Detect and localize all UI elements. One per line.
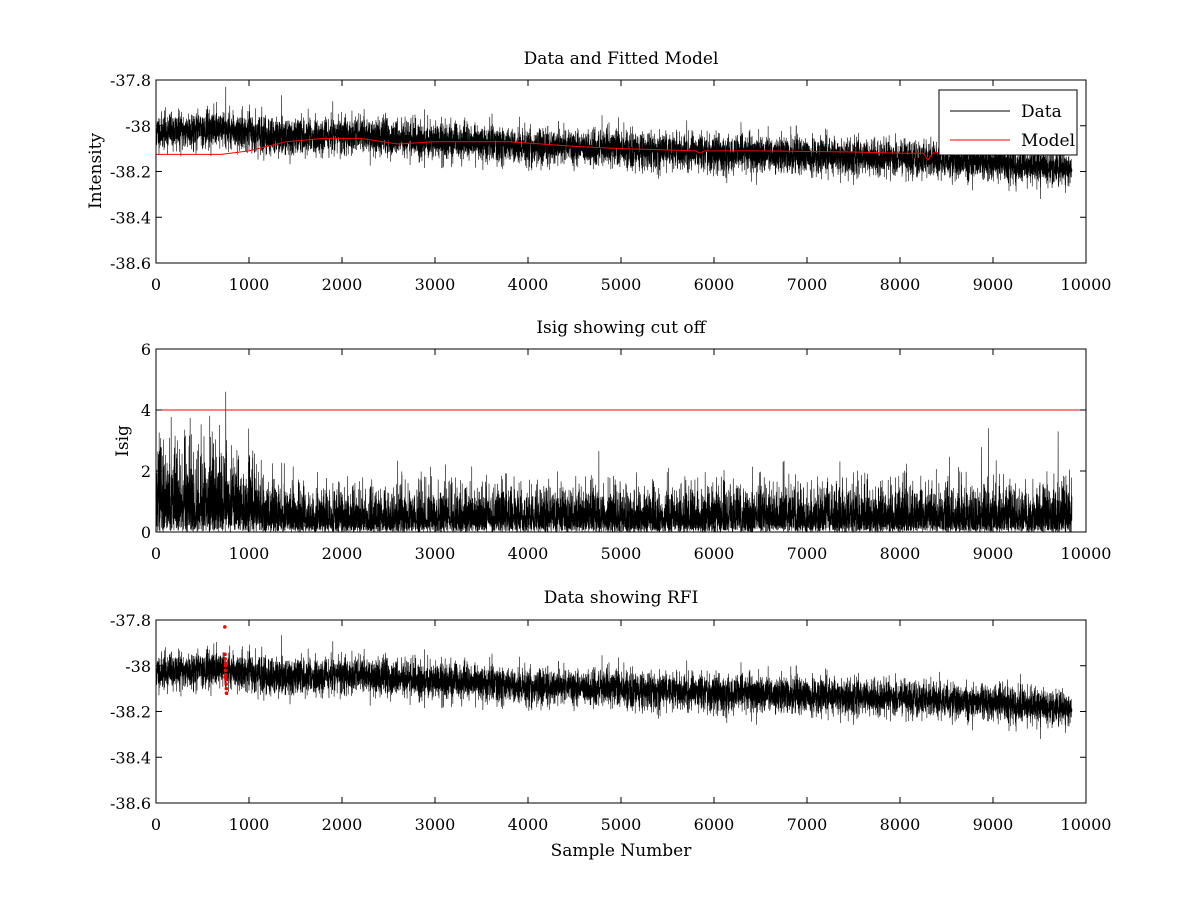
bottom-series-rfi-point [223, 668, 228, 673]
bottom-plot-area: 0 1000 2000 3000 4000 5000 6000 7000 8000 9000 100… [110, 611, 1111, 834]
middle-xtick-label: 2000 [322, 544, 363, 563]
bottom-xtick-label: 2000 [322, 815, 363, 834]
bottom-xtick-label: 0 [151, 815, 161, 834]
legend-model-label: Model [1021, 131, 1075, 151]
middle-ytick-label: 6 [141, 340, 151, 359]
bottom-ytick-label: -38.2 [110, 703, 151, 722]
middle-xtick-label: 9000 [973, 544, 1014, 563]
top-xtick-label: 6000 [694, 275, 735, 294]
top-xtick-label: 3000 [415, 275, 456, 294]
middle-xtick-label: 8000 [880, 544, 921, 563]
middle-ylabel: Isig [113, 425, 133, 457]
bottom-xtick-label: 1000 [229, 815, 270, 834]
bottom-xtick-label: 7000 [787, 815, 828, 834]
top-plot-area: 0 1000 2000 3000 4000 5000 6000 7000 8000 9000 100… [110, 71, 1111, 294]
bottom-series-rfi-point [223, 625, 227, 629]
middle-ytick-label: 4 [141, 401, 151, 420]
legend-data-label: Data [1021, 102, 1062, 122]
middle-xtick-label: 0 [151, 544, 161, 563]
middle-series-group [156, 391, 1086, 532]
bottom-series-rfi-point [224, 691, 229, 695]
top-ytick-label: -38.4 [110, 208, 151, 227]
middle-xtick-label: 3000 [415, 544, 456, 563]
bottom-xtick-label: 3000 [415, 815, 456, 834]
bottom-xtick-label: 8000 [880, 815, 921, 834]
bottom-xtick-label: 5000 [601, 815, 642, 834]
middle-xtick-label: 4000 [508, 544, 549, 563]
bottom-series-group [156, 635, 1073, 739]
top-xtick-label: 7000 [787, 275, 828, 294]
top-ytick-label: -38 [125, 117, 151, 136]
middle-xtick-label: 6000 [694, 544, 735, 563]
bottom-xlabel: Sample Number [551, 841, 693, 861]
top-ylabel: Intensity [86, 133, 106, 209]
middle-title: Isig showing cut off [536, 318, 707, 338]
bottom-series-rfi-point [224, 686, 229, 691]
top-ytick-label: -38.2 [110, 163, 151, 182]
top-title: Data and Fitted Model [524, 49, 719, 69]
bottom-series-rfi-point [223, 675, 228, 679]
bottom-title: Data showing RFI [544, 588, 699, 608]
top-ytick-label: -38.6 [110, 254, 151, 273]
bottom-series-rfi-point [223, 657, 227, 661]
bottom-series-rfi-point [224, 682, 228, 686]
middle-plot-area: 0 1000 2000 3000 4000 5000 6000 7000 8000 9000 100… [141, 340, 1112, 563]
bottom-series-data [156, 635, 1073, 739]
top-xtick-label: 10000 [1061, 275, 1112, 294]
top-series-data [156, 86, 1073, 199]
middle-ytick-label: 2 [141, 462, 151, 481]
top-xtick-label: 4000 [508, 275, 549, 294]
bottom-ytick-label: -37.8 [110, 611, 151, 630]
bottom-series-rfi-point [223, 661, 228, 666]
middle-xtick-label: 10000 [1061, 544, 1112, 563]
top-xtick-label: 1000 [229, 275, 270, 294]
top-xtick-label: 5000 [601, 275, 642, 294]
middle-ytick-label: 0 [141, 523, 151, 542]
bottom-ytick-label: -38.4 [110, 748, 151, 767]
subplot-isig-showing-cut-off: Isig showing cut off Isig 0 1000 2000 3000 4… [113, 318, 1111, 563]
subplot-data-showing-rfi: Data showing RFI Sample Number 0 1000 2000… [110, 588, 1111, 861]
top-xtick-label: 0 [151, 275, 161, 294]
middle-xtick-label: 1000 [229, 544, 270, 563]
bottom-xtick-label: 6000 [694, 815, 735, 834]
middle-xtick-label: 7000 [787, 544, 828, 563]
bottom-xtick-label: 10000 [1061, 815, 1112, 834]
bottom-ytick-label: -38.6 [110, 794, 151, 813]
bottom-xtick-label: 9000 [973, 815, 1014, 834]
top-ytick-label: -37.8 [110, 71, 151, 90]
bottom-ytick-label: -38 [125, 657, 151, 676]
top-series-model [156, 137, 1073, 161]
legend-box [938, 89, 1078, 156]
bottom-xtick-label: 4000 [508, 815, 549, 834]
middle-series-isig [156, 391, 1073, 532]
top-series-group [156, 86, 1073, 199]
top-legend: Data Model [938, 89, 1078, 156]
top-xtick-label: 9000 [973, 275, 1014, 294]
subplot-data-and-fitted-model: Data and Fitted Model Intensity 0 1000 200… [86, 49, 1111, 294]
middle-xtick-label: 5000 [601, 544, 642, 563]
top-xtick-label: 2000 [322, 275, 363, 294]
top-xtick-label: 8000 [880, 275, 921, 294]
bottom-series-rfi-point [223, 652, 227, 657]
